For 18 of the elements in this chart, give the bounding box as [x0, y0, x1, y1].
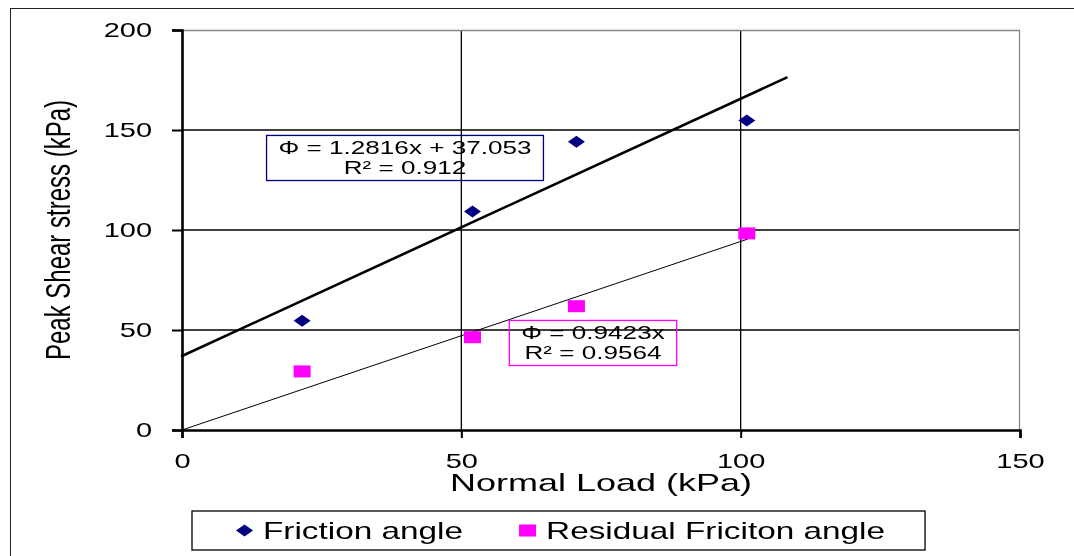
- y-tick-label: 100: [103, 218, 152, 241]
- legend-label: Friction angle: [263, 517, 464, 544]
- y-tick-label: 200: [103, 18, 152, 41]
- y-tick-label: 0: [135, 418, 152, 441]
- point: [464, 205, 482, 218]
- x-tick-label: 0: [174, 449, 191, 473]
- point: [738, 114, 756, 127]
- point: [293, 314, 311, 327]
- point: [567, 300, 585, 313]
- point: [567, 135, 585, 148]
- point: [738, 227, 756, 240]
- x-tick-label: 150: [996, 449, 1045, 473]
- y-tick-label: 50: [119, 318, 152, 341]
- point: [293, 365, 311, 378]
- point: [464, 331, 482, 344]
- y-tick-label: 150: [103, 118, 152, 141]
- legend-label: Residual Friciton angle: [546, 517, 886, 544]
- y-axis-title: Peak Shear stress (kPa): [38, 100, 77, 360]
